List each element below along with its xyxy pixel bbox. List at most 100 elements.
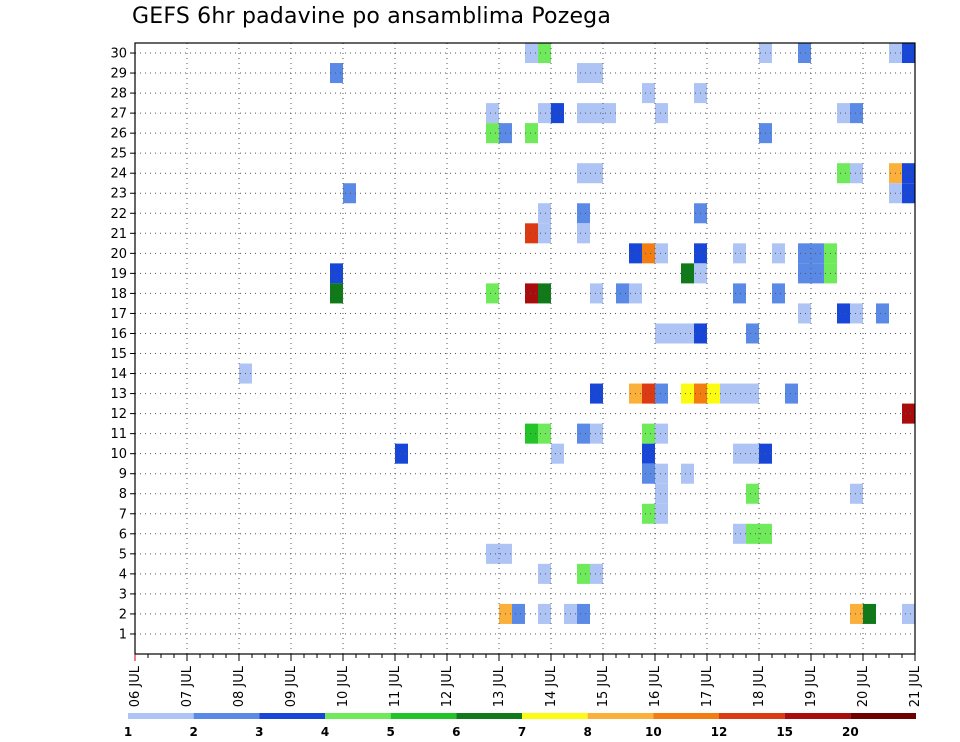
y-tick-label: 13 xyxy=(110,387,127,402)
heatmap-cell xyxy=(902,403,915,424)
heatmap-cell xyxy=(590,283,603,304)
heatmap-cell xyxy=(655,483,668,504)
x-tick-label: 06 JUL xyxy=(128,665,143,707)
y-tick-label: 3 xyxy=(119,587,127,602)
heatmap-cell xyxy=(538,423,551,444)
heatmap-cell xyxy=(655,423,668,444)
heatmap-cell xyxy=(590,563,603,584)
heatmap-cell xyxy=(577,163,590,184)
y-tick-label: 8 xyxy=(119,487,127,502)
legend-label: 4 xyxy=(321,725,329,739)
heatmap-cell xyxy=(811,243,824,264)
x-tick-label: 17 JUL xyxy=(700,665,715,707)
heatmap-cell xyxy=(642,463,655,484)
heatmap-cell xyxy=(486,103,499,124)
y-tick-label: 18 xyxy=(110,287,127,302)
heatmap-cell xyxy=(746,443,759,464)
heatmap-cell xyxy=(902,43,915,64)
legend-label: 10 xyxy=(645,725,662,739)
legend-swatch xyxy=(719,713,785,719)
y-tick-label: 14 xyxy=(110,367,127,382)
plot-area xyxy=(135,43,915,654)
y-tick-label: 4 xyxy=(119,567,127,582)
legend-swatch xyxy=(128,713,194,719)
heatmap-cell xyxy=(876,303,889,324)
heatmap-cell xyxy=(655,503,668,524)
heatmap-cell xyxy=(590,383,603,404)
heatmap-cell xyxy=(772,243,785,264)
heatmap-cell xyxy=(902,163,915,184)
heatmap-cell xyxy=(330,63,343,84)
heatmap-cell xyxy=(720,383,733,404)
heatmap-cell xyxy=(538,43,551,64)
legend-swatch xyxy=(325,713,391,719)
heatmap-cell xyxy=(655,463,668,484)
x-tick-label: 08 JUL xyxy=(232,665,247,707)
x-tick-label: 19 JUL xyxy=(804,665,819,707)
legend-swatch xyxy=(587,713,654,719)
y-tick-label: 6 xyxy=(119,527,127,542)
heatmap-cell xyxy=(538,563,551,584)
heatmap-cell xyxy=(681,463,694,484)
x-tick-label: 15 JUL xyxy=(596,665,611,707)
heatmap-cell xyxy=(746,383,759,404)
heatmap-cell xyxy=(746,523,759,544)
heatmap-cell xyxy=(811,263,824,284)
heatmap-cell xyxy=(486,543,499,564)
heatmap-cell xyxy=(577,563,590,584)
y-tick-label: 24 xyxy=(110,167,127,182)
heatmap-cell xyxy=(577,223,590,244)
heatmap-cell xyxy=(850,103,863,124)
heatmap-cell xyxy=(655,323,668,344)
heatmap-cell xyxy=(642,243,655,264)
heatmap-cell xyxy=(681,263,694,284)
legend-label: 12 xyxy=(711,725,728,739)
heatmap-cell xyxy=(616,283,629,304)
heatmap-cell xyxy=(525,283,538,304)
heatmap-cell xyxy=(642,383,655,404)
heatmap-cell xyxy=(850,163,863,184)
y-tick-label: 22 xyxy=(110,207,127,222)
heatmap-cell xyxy=(798,303,811,324)
y-tick-label: 2 xyxy=(119,607,127,622)
x-tick-label: 11 JUL xyxy=(388,665,403,707)
x-tick-label: 12 JUL xyxy=(440,665,455,707)
heatmap-cell xyxy=(590,163,603,184)
heatmap-cell xyxy=(343,183,356,204)
heatmap-cell xyxy=(681,323,694,344)
heatmap-cell xyxy=(655,103,668,124)
heatmap-cell xyxy=(538,103,551,124)
heatmap-cell xyxy=(538,223,551,244)
x-tick-label: 20 JUL xyxy=(856,665,871,707)
legend-swatch xyxy=(259,713,325,719)
heatmap-cell xyxy=(733,523,746,544)
heatmap-cell xyxy=(850,483,863,504)
legend-swatch xyxy=(653,713,719,719)
y-tick-label: 21 xyxy=(110,227,127,242)
legend-swatch xyxy=(784,713,851,719)
legend-swatch xyxy=(193,713,260,719)
heatmap-cell xyxy=(486,123,499,144)
heatmap-cell xyxy=(902,183,915,204)
y-tick-label: 28 xyxy=(110,87,127,102)
y-tick-label: 5 xyxy=(119,547,127,562)
heatmap-cell xyxy=(733,243,746,264)
y-tick-label: 26 xyxy=(110,127,127,142)
legend-label: 5 xyxy=(386,725,394,739)
legend-label: 8 xyxy=(583,725,591,739)
legend-label: 20 xyxy=(842,725,859,739)
heatmap-cell xyxy=(668,323,681,344)
legend-label: 2 xyxy=(189,725,197,739)
heatmap-cell xyxy=(837,163,850,184)
x-tick-label: 10 JUL xyxy=(336,665,351,707)
heatmap-cell xyxy=(863,603,876,624)
heatmap-cell xyxy=(733,383,746,404)
heatmap-cell xyxy=(642,423,655,444)
y-tick-label: 1 xyxy=(119,627,127,642)
heatmap-cell xyxy=(525,123,538,144)
y-tick-label: 17 xyxy=(110,307,127,322)
y-tick-label: 7 xyxy=(119,507,127,522)
heatmap-cell xyxy=(551,443,564,464)
heatmap-cell xyxy=(902,603,915,624)
